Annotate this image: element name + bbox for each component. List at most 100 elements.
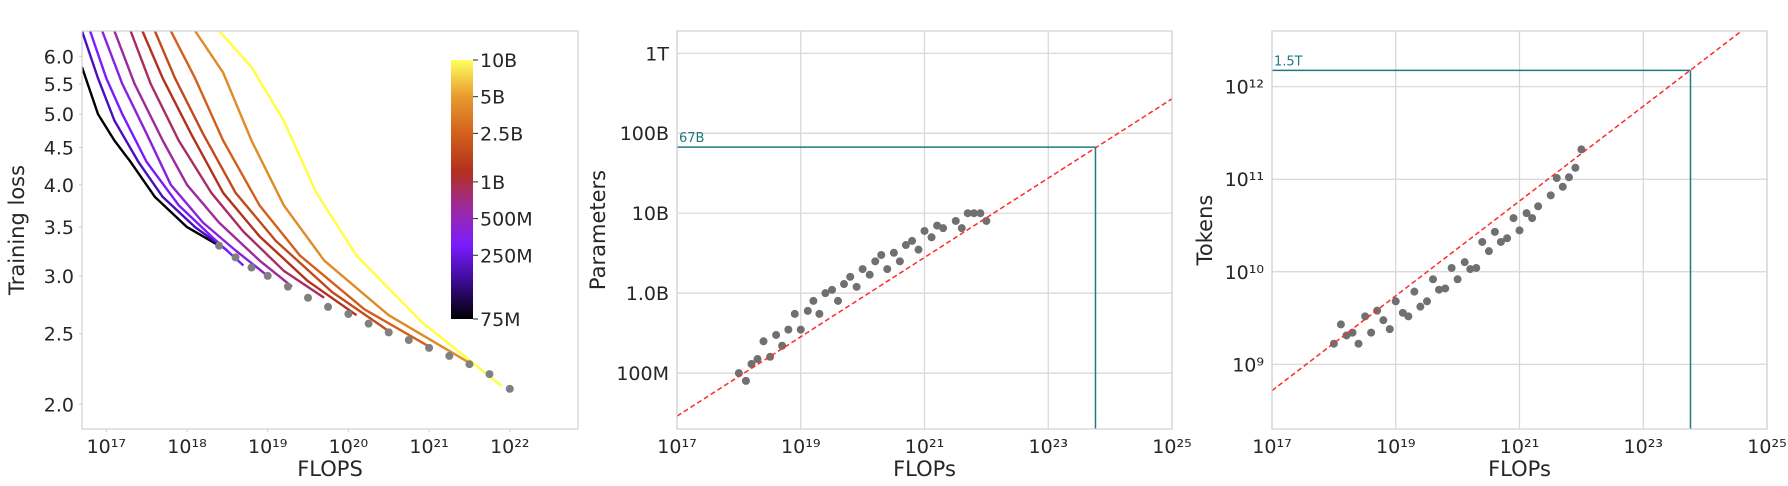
point	[1571, 163, 1580, 172]
point	[778, 341, 787, 350]
point	[796, 325, 805, 334]
x-tick-label: 10²³	[1029, 436, 1068, 458]
point	[753, 355, 762, 364]
point	[1484, 247, 1493, 256]
point	[1472, 263, 1481, 272]
point	[1453, 275, 1462, 284]
y-tick-label: 100M	[616, 363, 669, 385]
plot-frame	[81, 30, 579, 430]
point	[364, 319, 373, 328]
point	[839, 280, 848, 289]
point	[1528, 214, 1537, 223]
point	[1447, 263, 1456, 272]
x-tick-label: 10²⁰	[329, 436, 368, 458]
plot-frame	[676, 30, 1173, 430]
point	[1478, 237, 1487, 246]
y-tick-label: 10B	[632, 203, 669, 225]
panel: 10¹⁷ 10¹⁹ 10²¹ 10²³ 10²⁵ 100M 1.0B 10B 100B 1T 67B…	[586, 30, 1192, 481]
y-tick-label: 2.5	[44, 324, 74, 346]
curve	[101, 31, 269, 277]
colorbar-label: 2.5B	[480, 123, 523, 145]
point	[1564, 173, 1573, 182]
point	[465, 360, 474, 369]
point	[1410, 287, 1419, 296]
colorbar-label: 10B	[480, 50, 517, 72]
point	[784, 325, 793, 334]
point	[1522, 209, 1531, 218]
point	[1391, 297, 1400, 306]
x-tick-label: 10¹⁷	[1252, 436, 1291, 458]
point	[1423, 297, 1432, 306]
point	[828, 285, 837, 294]
point	[263, 271, 272, 280]
x-tick-label: 10¹⁹	[1376, 436, 1415, 458]
point	[865, 270, 874, 279]
y-tick-label: 2.0	[44, 394, 74, 416]
y-axis-label: Training loss	[5, 165, 29, 296]
y-axis-label: Parameters	[586, 170, 610, 290]
point	[1342, 331, 1351, 340]
point	[815, 309, 824, 318]
x-tick-label: 10²⁵	[1152, 436, 1191, 458]
point	[485, 370, 494, 379]
point	[1460, 258, 1469, 267]
y-tick-label: 10⁹	[1232, 354, 1264, 376]
point	[901, 241, 910, 250]
point	[895, 257, 904, 266]
point	[445, 351, 454, 360]
point	[1466, 265, 1475, 274]
point	[283, 282, 292, 291]
point	[1503, 234, 1512, 243]
point	[772, 330, 781, 339]
x-tick-label: 10¹⁸	[167, 436, 206, 458]
point	[877, 251, 886, 260]
point	[215, 241, 224, 250]
plot-data	[677, 98, 1172, 417]
panel: 10¹⁷ 10¹⁸ 10¹⁹ 10²⁰ 10²¹ 10²² 2.0 2.5 3.0 3.5 4.0 4…	[5, 30, 579, 481]
point	[1490, 227, 1499, 236]
y-tick-label: 4.0	[44, 175, 74, 197]
y-tick-label: 1T	[645, 43, 669, 65]
point	[1558, 182, 1567, 191]
point	[1534, 202, 1543, 211]
x-tick-label: 10²²	[490, 436, 529, 458]
point	[976, 209, 985, 218]
curve	[194, 31, 471, 364]
x-tick-label: 10²¹	[409, 436, 448, 458]
point	[1552, 174, 1561, 183]
point	[969, 209, 978, 218]
y-tick-label: 100B	[620, 123, 669, 145]
point	[1416, 302, 1425, 311]
annotation-label: 67B	[679, 131, 704, 146]
point	[963, 209, 972, 218]
x-tick-label: 10²¹	[905, 436, 944, 458]
point	[846, 272, 855, 281]
x-axis-label: FLOPs	[1488, 457, 1551, 481]
colorbar-label: 5B	[480, 87, 505, 109]
point	[505, 384, 514, 393]
fit-line	[677, 98, 1172, 417]
colorbar-label: 250M	[480, 245, 533, 267]
curve	[113, 31, 293, 288]
x-tick-label: 10¹⁹	[781, 436, 820, 458]
x-tick-label: 10¹⁷	[87, 436, 126, 458]
y-axis-label: Tokens	[1193, 195, 1217, 267]
y-tick-label: 5.5	[44, 74, 74, 96]
plot-data	[82, 31, 514, 393]
curve	[169, 31, 430, 348]
point	[1385, 325, 1394, 334]
x-tick-label: 10¹⁹	[248, 436, 287, 458]
colorbar-label: 1B	[480, 172, 505, 194]
point	[384, 328, 393, 337]
y-tick-label: 4.5	[44, 137, 74, 159]
point	[759, 337, 768, 346]
point	[920, 226, 929, 235]
y-tick-label: 10¹¹	[1225, 169, 1264, 191]
y-tick-label: 5.0	[44, 104, 74, 126]
curve	[82, 66, 220, 247]
plot-area	[82, 31, 578, 429]
point	[939, 224, 948, 233]
y-tick-label: 10¹²	[1225, 77, 1264, 99]
point	[747, 360, 756, 369]
